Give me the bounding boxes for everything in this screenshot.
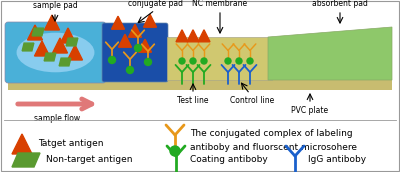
Polygon shape — [112, 16, 124, 29]
Text: NC membrane: NC membrane — [192, 0, 248, 8]
Polygon shape — [44, 15, 60, 30]
Polygon shape — [144, 14, 156, 27]
Text: Non-target antigen: Non-target antigen — [46, 155, 132, 164]
Text: Test line: Test line — [177, 96, 209, 105]
Text: Coating antiboby: Coating antiboby — [190, 155, 268, 164]
Polygon shape — [34, 41, 50, 56]
Polygon shape — [118, 34, 132, 47]
Circle shape — [126, 67, 134, 73]
Ellipse shape — [16, 33, 94, 72]
Polygon shape — [268, 27, 392, 80]
Polygon shape — [68, 45, 82, 60]
Polygon shape — [176, 30, 188, 42]
Circle shape — [179, 58, 185, 64]
Polygon shape — [12, 134, 32, 154]
Circle shape — [247, 58, 253, 64]
Polygon shape — [128, 24, 142, 37]
Text: PVC plate: PVC plate — [292, 106, 328, 115]
FancyBboxPatch shape — [8, 77, 392, 80]
Circle shape — [225, 58, 231, 64]
Text: conjugate pad: conjugate pad — [128, 0, 182, 8]
Circle shape — [170, 146, 180, 156]
Polygon shape — [52, 38, 68, 53]
Polygon shape — [138, 39, 152, 52]
Text: absorbent pad: absorbent pad — [312, 0, 368, 8]
Circle shape — [144, 58, 152, 66]
Polygon shape — [59, 58, 71, 66]
Polygon shape — [187, 30, 199, 42]
Polygon shape — [66, 38, 78, 46]
FancyBboxPatch shape — [167, 37, 272, 80]
Text: The conjugated complex of labeling: The conjugated complex of labeling — [190, 130, 353, 138]
Polygon shape — [32, 28, 44, 36]
Circle shape — [108, 56, 116, 63]
Polygon shape — [12, 153, 40, 167]
FancyBboxPatch shape — [5, 22, 106, 83]
Polygon shape — [22, 43, 34, 51]
Text: IgG antiboby: IgG antiboby — [308, 155, 366, 164]
Circle shape — [190, 58, 196, 64]
Text: sample pad: sample pad — [33, 1, 77, 10]
Polygon shape — [198, 30, 210, 42]
Circle shape — [201, 58, 207, 64]
Polygon shape — [44, 53, 56, 61]
Text: Tatget antigen: Tatget antigen — [38, 139, 104, 148]
Text: antiboby and fluorscent microsohere: antiboby and fluorscent microsohere — [190, 143, 357, 153]
Circle shape — [236, 58, 242, 64]
FancyBboxPatch shape — [8, 80, 392, 90]
Text: sample flow: sample flow — [34, 114, 80, 123]
Polygon shape — [28, 25, 42, 40]
Polygon shape — [60, 28, 76, 43]
Text: Control line: Control line — [230, 96, 274, 105]
FancyBboxPatch shape — [102, 23, 168, 82]
Circle shape — [134, 45, 142, 51]
